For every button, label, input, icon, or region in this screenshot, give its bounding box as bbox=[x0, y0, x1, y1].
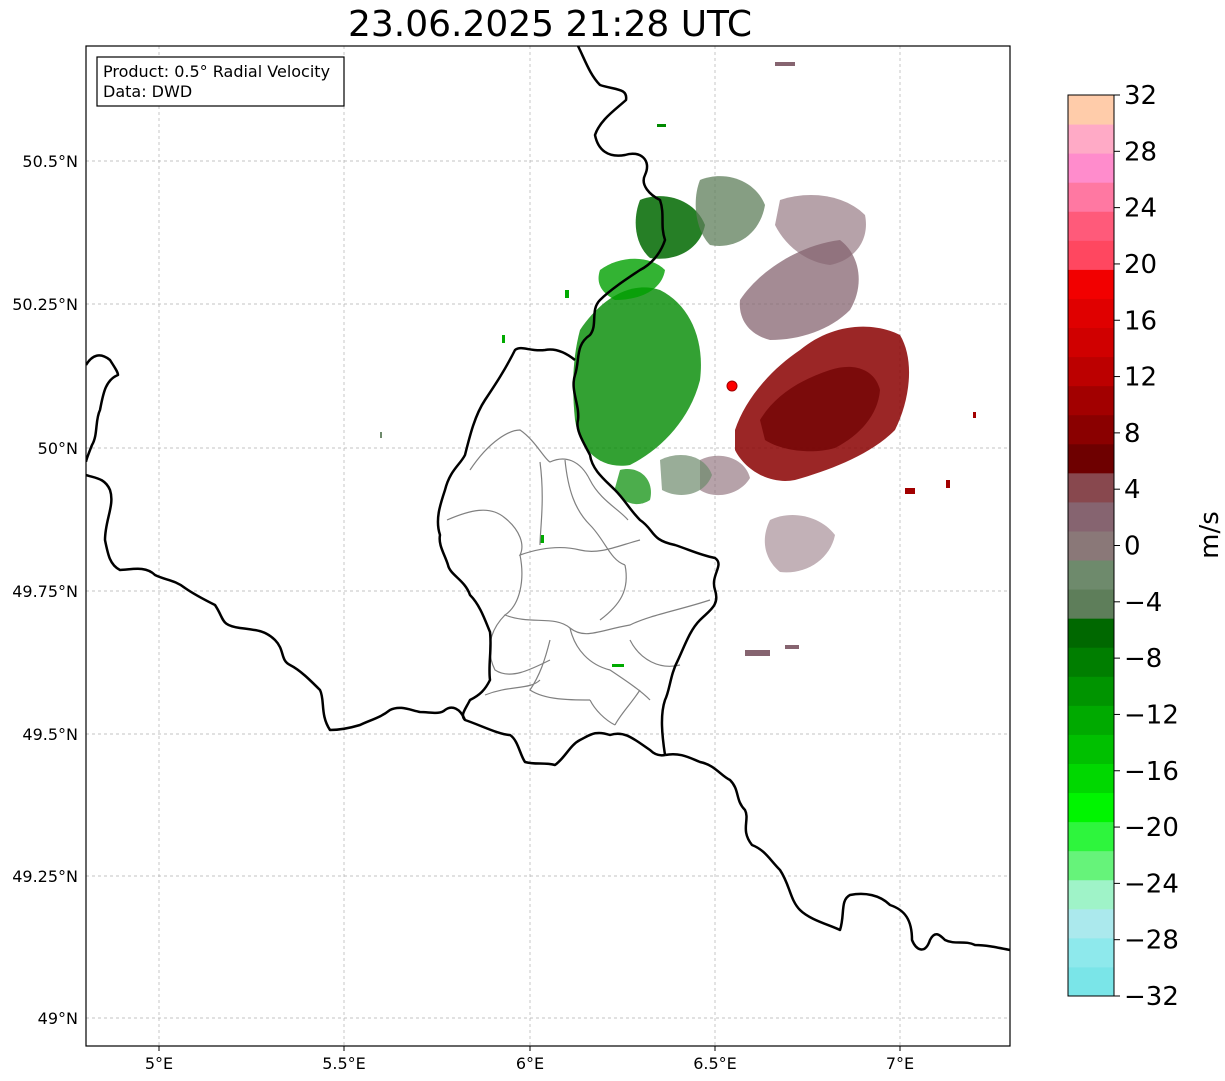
colorbar-tick-label: −32 bbox=[1124, 982, 1179, 1012]
colorbar-tick-label: 28 bbox=[1124, 137, 1157, 167]
colorbar-segment bbox=[1068, 124, 1114, 154]
colorbar-tick-label: −24 bbox=[1124, 869, 1179, 899]
lat-tick-50-25n: 50.25°N bbox=[12, 295, 78, 314]
map-gridlines bbox=[86, 46, 1010, 1046]
colorbar-segment bbox=[1068, 414, 1114, 445]
colorbar-segment bbox=[1068, 269, 1114, 299]
colorbar-segment bbox=[1068, 240, 1114, 270]
colorbar-segment bbox=[1068, 385, 1114, 416]
colorbar-tick-label: −28 bbox=[1124, 926, 1179, 956]
colorbar-tick-label: −20 bbox=[1124, 813, 1179, 843]
lat-tick-49-25n: 49.25°N bbox=[12, 867, 78, 886]
map-frame bbox=[85, 45, 1011, 1047]
colorbar-tick-label: 8 bbox=[1124, 419, 1141, 449]
colorbar-tick-label: −12 bbox=[1124, 700, 1179, 730]
colorbar-segment bbox=[1068, 472, 1114, 503]
lat-tick-50-5n: 50.5°N bbox=[22, 152, 78, 171]
country-borders bbox=[86, 46, 1010, 952]
colorbar-segment bbox=[1068, 879, 1114, 910]
colorbar-tick-label: 16 bbox=[1124, 306, 1157, 336]
colorbar-tick-label: 12 bbox=[1124, 363, 1157, 393]
colorbar-segment bbox=[1068, 530, 1114, 561]
colorbar-segment bbox=[1068, 908, 1114, 939]
lon-tick-7e: 7°E bbox=[886, 1054, 914, 1073]
colorbar-segment bbox=[1068, 443, 1114, 474]
lat-tick-49-5n: 49.5°N bbox=[22, 725, 78, 744]
colorbar-tick-label: 0 bbox=[1124, 532, 1141, 562]
colorbar-segment bbox=[1068, 211, 1114, 241]
colorbar-segment bbox=[1068, 182, 1114, 212]
lat-tick-49-75n: 49.75°N bbox=[12, 582, 78, 601]
colorbar-segment bbox=[1068, 705, 1114, 735]
colorbar-segment bbox=[1068, 560, 1114, 590]
colorbar-tick-label: 20 bbox=[1124, 250, 1157, 280]
colorbar-tick-labels: 32 28 24 20 16 12 8 4 0 −4 −8 −12 −16 −20 −24 −28 −32 bbox=[1114, 81, 1179, 1012]
colorbar-segment bbox=[1068, 298, 1114, 329]
info-box: Product: 0.5° Radial Velocity Data: DWD bbox=[96, 56, 345, 107]
lon-tick-labels: 5°E 5.5°E 6°E 6.5°E 7°E bbox=[145, 1046, 914, 1073]
colorbar-segment bbox=[1068, 589, 1114, 619]
colorbar-segment bbox=[1068, 850, 1114, 881]
colorbar-segment bbox=[1068, 501, 1114, 532]
colorbar-segment bbox=[1068, 327, 1114, 358]
colorbar-segment bbox=[1068, 821, 1114, 852]
colorbar-segment bbox=[1068, 153, 1114, 183]
colorbar-tick-label: −16 bbox=[1124, 757, 1179, 787]
colorbar-tick-label: 4 bbox=[1124, 475, 1141, 505]
lon-tick-5-5e: 5.5°E bbox=[322, 1054, 366, 1073]
radar-echoes bbox=[380, 62, 976, 667]
colorbar-tick-label: 32 bbox=[1124, 81, 1157, 111]
lat-tick-50n: 50°N bbox=[38, 439, 78, 458]
colorbar-tick-label: −4 bbox=[1124, 588, 1162, 618]
colorbar-segment bbox=[1068, 966, 1114, 997]
colorbar-segment bbox=[1068, 647, 1114, 677]
info-box-data: Data: DWD bbox=[103, 82, 192, 101]
colorbar-segment bbox=[1068, 618, 1114, 648]
colorbar-segment bbox=[1068, 356, 1114, 387]
lat-tick-49n: 49°N bbox=[38, 1009, 78, 1028]
lon-tick-6-5e: 6.5°E bbox=[693, 1054, 737, 1073]
colorbar-tick-label: 24 bbox=[1124, 194, 1157, 224]
lon-tick-5e: 5°E bbox=[145, 1054, 173, 1073]
colorbar-segment bbox=[1068, 937, 1114, 968]
colorbar-segment bbox=[1068, 792, 1114, 823]
colorbar bbox=[1068, 95, 1114, 997]
info-box-product: Product: 0.5° Radial Velocity bbox=[103, 62, 330, 81]
lat-tick-labels: 50.5°N 50.25°N 50°N 49.75°N 49.5°N 49.25… bbox=[12, 152, 78, 1028]
radar-site-marker bbox=[726, 380, 738, 392]
colorbar-segment bbox=[1068, 734, 1114, 764]
colorbar-segment bbox=[1068, 95, 1114, 125]
colorbar-tick-label: −8 bbox=[1124, 644, 1162, 674]
lon-tick-6e: 6°E bbox=[516, 1054, 544, 1073]
colorbar-segment bbox=[1068, 763, 1114, 794]
map-title: 23.06.2025 21:28 UTC bbox=[347, 4, 753, 45]
district-boundaries bbox=[446, 429, 711, 726]
colorbar-unit-label: m/s bbox=[1194, 511, 1225, 559]
colorbar-segment bbox=[1068, 676, 1114, 706]
